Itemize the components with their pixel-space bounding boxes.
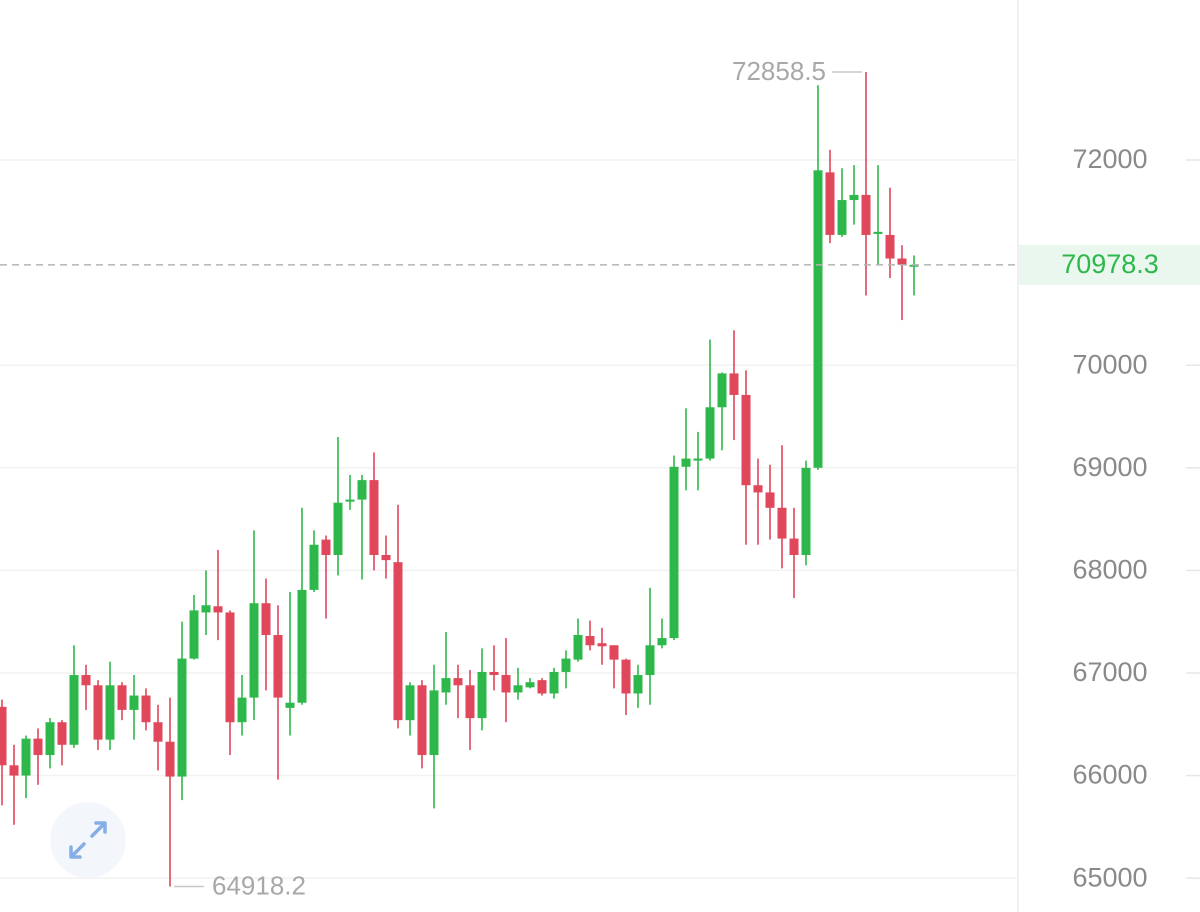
- y-tick-label: 67000: [1072, 657, 1147, 687]
- candle-body: [657, 638, 667, 646]
- candle-body: [609, 645, 619, 660]
- y-tick-label: 68000: [1072, 555, 1147, 585]
- candle-body: [81, 675, 91, 686]
- candle-body: [417, 685, 427, 756]
- candle-body: [465, 685, 475, 719]
- candle-body: [597, 643, 607, 647]
- candle-body: [69, 675, 79, 745]
- candle-body: [705, 407, 715, 459]
- candle-body: [897, 258, 907, 265]
- candle-body: [537, 680, 547, 694]
- current-price-bg: [1019, 244, 1200, 285]
- y-tick-label: 69000: [1072, 452, 1147, 482]
- candle-body: [393, 562, 403, 721]
- y-tick-label: 72000: [1072, 144, 1147, 174]
- candle-body: [585, 636, 595, 646]
- candle-body: [309, 544, 319, 590]
- candle-body: [141, 695, 151, 723]
- candle-body: [765, 492, 775, 508]
- candle-body: [669, 466, 679, 639]
- candle-body: [177, 658, 187, 777]
- candle-body: [273, 635, 283, 698]
- y-tick-label: 65000: [1072, 862, 1147, 892]
- candle-body: [153, 722, 163, 742]
- candle-body: [477, 671, 487, 719]
- candle-body: [357, 480, 367, 500]
- candle-body: [909, 264, 919, 267]
- candle-body: [297, 589, 307, 703]
- candle-body: [837, 200, 847, 235]
- candle-body: [621, 659, 631, 694]
- candle-body: [525, 682, 535, 688]
- candle-body: [9, 765, 19, 776]
- overlay: 72858.5 64918.2 70978.3: [0, 56, 1200, 900]
- y-tick-label: 70000: [1072, 349, 1147, 379]
- candle-body: [429, 690, 439, 756]
- candle-body: [345, 499, 355, 502]
- candle-body: [741, 394, 751, 486]
- candle-body: [285, 702, 295, 708]
- grid: 65000 66000 67000 68000 69000 70000 72000: [0, 144, 1200, 892]
- candle-body: [213, 606, 223, 613]
- candle-body: [645, 645, 655, 676]
- candle-body: [777, 507, 787, 539]
- candle-body: [801, 467, 811, 555]
- candle-body: [885, 234, 895, 259]
- candle-body: [93, 685, 103, 740]
- candle-body: [33, 738, 43, 756]
- candle-body: [549, 671, 559, 694]
- candle-body: [717, 373, 727, 408]
- candle-body: [249, 603, 259, 698]
- candle-body: [693, 458, 703, 461]
- min-label: 64918.2: [212, 870, 306, 900]
- candle-body: [369, 480, 379, 555]
- candle-body: [513, 685, 523, 693]
- current-price-label: 70978.3: [1061, 249, 1159, 279]
- candle-body: [201, 605, 211, 613]
- candle-body: [501, 675, 511, 693]
- expand-icon[interactable]: [69, 821, 107, 859]
- candles: [0, 71, 919, 887]
- candle-body: [45, 722, 55, 756]
- candle-body: [261, 603, 271, 636]
- candle-body: [129, 695, 139, 710]
- candle-body: [105, 685, 115, 740]
- candle-body: [405, 685, 415, 721]
- candle-body: [789, 538, 799, 555]
- candle-body: [237, 697, 247, 723]
- candle-body: [849, 194, 859, 201]
- candle-body: [165, 741, 175, 777]
- candle-body: [681, 458, 691, 467]
- candle-body: [825, 172, 835, 235]
- candle-body: [861, 194, 871, 235]
- candle-body: [381, 554, 391, 561]
- candle-body: [633, 675, 643, 694]
- candle-body: [189, 610, 199, 659]
- candle-body: [729, 373, 739, 395]
- candle-body: [57, 722, 67, 745]
- candle-body: [561, 658, 571, 672]
- candle-body: [489, 671, 499, 676]
- expand-button[interactable]: [50, 802, 126, 878]
- candle-body: [453, 678, 463, 686]
- candle-body: [333, 502, 343, 555]
- y-tick-label: 66000: [1072, 760, 1147, 790]
- candle-body: [813, 170, 823, 468]
- candle-body: [117, 685, 127, 710]
- expand-button-bg[interactable]: [50, 802, 126, 878]
- candle-body: [573, 635, 583, 660]
- candle-body: [441, 678, 451, 693]
- candle-body: [0, 706, 7, 766]
- candle-body: [873, 231, 883, 234]
- candle-body: [21, 738, 31, 776]
- candle-body: [225, 612, 235, 723]
- candle-body: [321, 539, 331, 555]
- candle-body: [753, 485, 763, 493]
- max-label: 72858.5: [732, 56, 826, 86]
